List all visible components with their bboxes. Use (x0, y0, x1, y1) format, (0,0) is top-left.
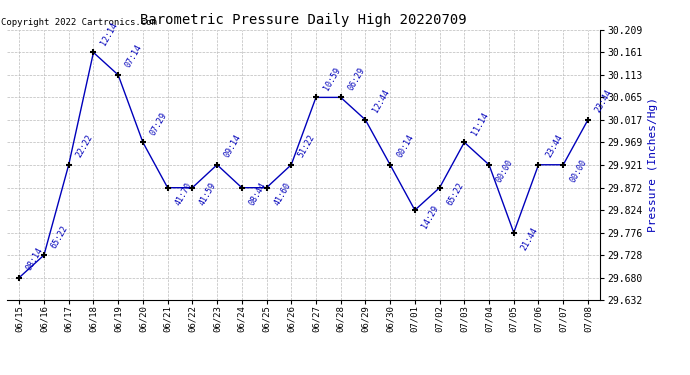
Text: 00:00: 00:00 (569, 158, 589, 184)
Text: 41:59: 41:59 (198, 181, 218, 207)
Text: 08:14: 08:14 (25, 246, 45, 272)
Text: 07:14: 07:14 (124, 43, 144, 69)
Text: 00:14: 00:14 (395, 133, 416, 159)
Text: 09:14: 09:14 (223, 133, 243, 159)
Text: 07:29: 07:29 (148, 111, 169, 137)
Text: 10:59: 10:59 (322, 66, 342, 92)
Text: 65:22: 65:22 (445, 181, 466, 207)
Text: 23:44: 23:44 (544, 133, 564, 159)
Text: 08:44: 08:44 (247, 181, 268, 207)
Text: 00:00: 00:00 (495, 158, 515, 184)
Text: 23:44: 23:44 (593, 88, 614, 114)
Y-axis label: Pressure (Inches/Hg): Pressure (Inches/Hg) (648, 98, 658, 232)
Text: 12:44: 12:44 (371, 88, 391, 114)
Text: 11:14: 11:14 (470, 111, 490, 137)
Text: 12:14: 12:14 (99, 21, 119, 47)
Text: 06:29: 06:29 (346, 66, 366, 92)
Text: 14:29: 14:29 (420, 204, 441, 230)
Text: 22:22: 22:22 (75, 133, 95, 159)
Text: 41:60: 41:60 (272, 181, 293, 207)
Text: Copyright 2022 Cartronics.com: Copyright 2022 Cartronics.com (1, 18, 157, 27)
Text: 21:44: 21:44 (520, 226, 540, 252)
Text: 65:22: 65:22 (50, 224, 70, 249)
Text: 41:70: 41:70 (173, 181, 193, 207)
Text: 51:22: 51:22 (297, 133, 317, 159)
Title: Barometric Pressure Daily High 20220709: Barometric Pressure Daily High 20220709 (140, 13, 467, 27)
